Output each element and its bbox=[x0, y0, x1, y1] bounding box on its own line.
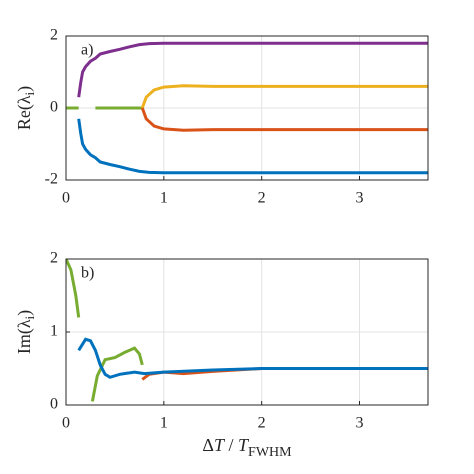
y-axis-label: Im(λi) bbox=[14, 310, 37, 354]
x-axis-label: ΔT / TFWHM bbox=[202, 435, 292, 460]
series-line bbox=[66, 259, 144, 402]
y-label-part: i bbox=[22, 91, 37, 95]
axes-frame bbox=[65, 258, 429, 406]
y-label-part: i bbox=[22, 315, 37, 319]
y-tick-label: 0 bbox=[50, 396, 58, 413]
x-label-part: T bbox=[238, 435, 250, 455]
y-tick-label: -2 bbox=[45, 171, 58, 188]
panel-label: b) bbox=[81, 265, 94, 282]
x-tick-label: 3 bbox=[356, 415, 364, 432]
y-label-part: ) bbox=[14, 310, 35, 316]
x-tick-label: 1 bbox=[160, 190, 168, 207]
series-line bbox=[140, 107, 428, 132]
y-tick-label: 2 bbox=[50, 27, 58, 44]
series-line bbox=[77, 41, 428, 98]
x-label-part: Δ bbox=[202, 435, 214, 455]
y-tick-label: 1 bbox=[50, 323, 58, 340]
y-label-part: Re(λ bbox=[14, 95, 35, 130]
y-label-part: Im(λ bbox=[14, 319, 35, 354]
x-tick-label: 3 bbox=[356, 190, 364, 207]
panel-label: a) bbox=[81, 42, 93, 59]
y-tick-label: 0 bbox=[50, 99, 58, 116]
series-line bbox=[77, 118, 428, 175]
x-tick-label: 1 bbox=[160, 415, 168, 432]
x-tick-label: 0 bbox=[62, 190, 70, 207]
x-label-part: FWHM bbox=[248, 445, 292, 460]
y-axis-label: Re(λi) bbox=[14, 86, 37, 130]
y-tick-label: 2 bbox=[50, 250, 58, 267]
series-line bbox=[140, 84, 428, 109]
x-tick-label: 0 bbox=[62, 415, 70, 432]
series-line bbox=[77, 337, 428, 379]
x-tick-label: 2 bbox=[258, 415, 266, 432]
x-tick-label: 2 bbox=[258, 190, 266, 207]
x-label-part: / bbox=[224, 435, 238, 455]
x-label-part: T bbox=[214, 435, 226, 455]
y-label-part: ) bbox=[14, 86, 35, 92]
axes-frame bbox=[65, 35, 429, 181]
